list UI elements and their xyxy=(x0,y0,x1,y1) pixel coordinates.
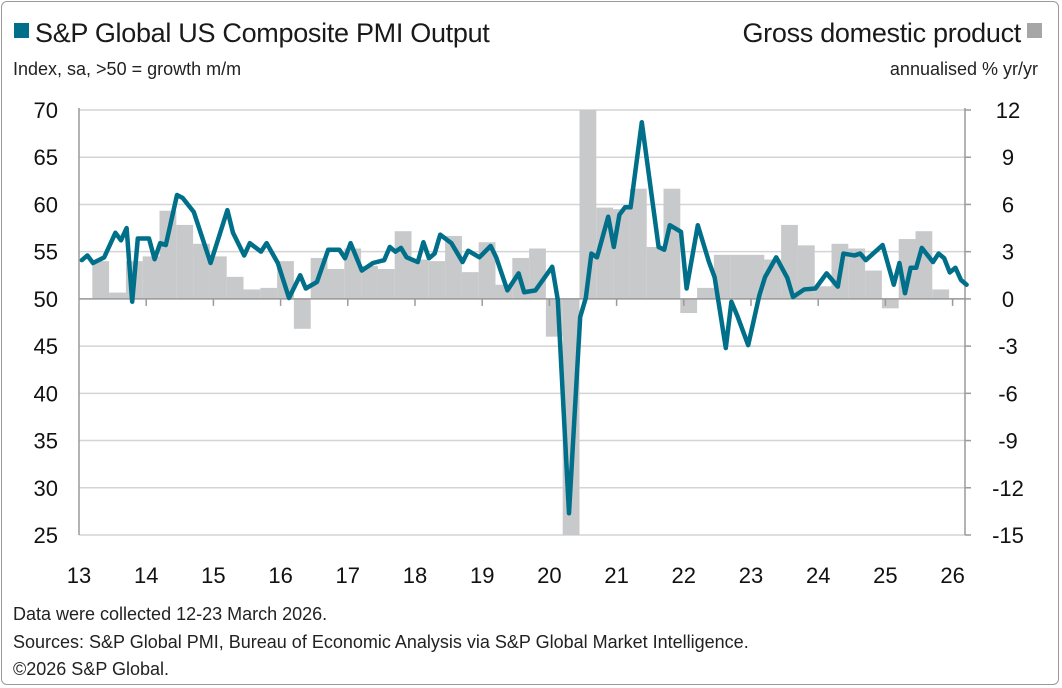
gdp-bar xyxy=(529,248,546,299)
pmi-swatch-icon xyxy=(14,23,29,39)
x-axis-tick-label: 23 xyxy=(739,563,763,588)
right-axis-unit: annualised % yr/yr xyxy=(889,59,1038,79)
gdp-bar xyxy=(109,292,126,299)
gdp-bar xyxy=(209,256,227,299)
gdp-bar xyxy=(629,188,647,299)
right-axis-tick-label: 6 xyxy=(1002,192,1014,217)
x-axis-tick-label: 14 xyxy=(134,563,158,588)
right-axis-tick-label: -15 xyxy=(992,523,1024,548)
gdp-bar xyxy=(881,298,899,309)
gdp-bar xyxy=(327,268,345,299)
gdp-bar xyxy=(663,188,681,299)
gdp-bar xyxy=(411,259,429,299)
left-axis-tick-label: 30 xyxy=(34,476,58,501)
gdp-bar xyxy=(865,270,882,299)
x-axis-tick-label: 19 xyxy=(470,563,494,588)
gdp-bar xyxy=(848,248,866,299)
gdp-bar xyxy=(142,256,160,299)
left-axis-tick-label: 65 xyxy=(34,145,58,170)
left-axis-tick-label: 60 xyxy=(34,192,58,217)
right-axis-tick-label: 0 xyxy=(1002,287,1014,312)
x-axis-tick-label: 16 xyxy=(268,563,292,588)
x-axis-tick-label: 20 xyxy=(537,563,561,588)
gdp-bar xyxy=(680,298,698,314)
left-axis-unit: Index, sa, >50 = growth m/m xyxy=(13,59,242,79)
gdp-bar xyxy=(226,276,244,299)
gdp-bar xyxy=(814,286,832,299)
gdp-bar xyxy=(730,254,748,299)
gdp-bar xyxy=(646,246,664,299)
gdp-bar xyxy=(159,210,177,299)
gdp-bar xyxy=(293,298,311,329)
left-axis-tick-label: 70 xyxy=(34,98,58,123)
gdp-bar xyxy=(781,224,798,299)
chart-plot: 70656055504540353025129630-3-6-9-12-1513… xyxy=(34,98,1024,588)
gdp-bar xyxy=(260,287,278,299)
gdp-bar xyxy=(176,224,194,299)
gdp-bar xyxy=(932,289,950,299)
gdp-bar xyxy=(394,231,412,299)
gdp-bar xyxy=(797,245,815,299)
left-axis-tick-label: 50 xyxy=(34,287,58,312)
gdp-bar xyxy=(613,209,630,299)
x-axis-tick-label: 17 xyxy=(336,563,360,588)
left-axis-tick-label: 25 xyxy=(34,523,58,548)
gdp-bar xyxy=(428,261,446,299)
gdp-bar xyxy=(461,272,479,299)
x-axis-tick-label: 21 xyxy=(604,563,628,588)
gdp-bar xyxy=(92,261,110,299)
gdp-swatch-icon xyxy=(1027,23,1042,39)
right-axis-tick-label: -12 xyxy=(992,476,1024,501)
x-axis-tick-label: 26 xyxy=(940,563,964,588)
footer-sources: Sources: S&P Global PMI, Bureau of Econo… xyxy=(13,632,749,652)
right-axis-tick-label: 9 xyxy=(1002,145,1014,170)
x-axis-tick-label: 13 xyxy=(67,563,91,588)
left-axis-tick-label: 35 xyxy=(34,429,58,454)
left-axis-tick-label: 40 xyxy=(34,381,58,406)
left-axis-tick-label: 55 xyxy=(34,240,58,265)
gdp-bar xyxy=(193,243,210,299)
x-axis-tick-label: 25 xyxy=(873,563,897,588)
pmi-line xyxy=(79,120,969,516)
x-axis-tick-label: 18 xyxy=(403,563,427,588)
right-axis-tick-label: -3 xyxy=(998,334,1018,359)
x-axis-tick-label: 24 xyxy=(806,563,830,588)
gdp-bar xyxy=(697,287,714,299)
footer-copyright: ©2026 S&P Global. xyxy=(13,659,170,679)
gdp-bar xyxy=(243,289,261,299)
gdp-bar xyxy=(377,268,395,299)
x-axis-tick-label: 22 xyxy=(672,563,696,588)
x-axis-tick-label: 15 xyxy=(201,563,225,588)
legend-pmi-label: S&P Global US Composite PMI Output xyxy=(35,18,490,48)
gdp-bar xyxy=(361,265,378,299)
legend-gdp-label: Gross domestic product xyxy=(742,18,1021,48)
left-axis-tick-label: 45 xyxy=(34,334,58,359)
legend-pmi: S&P Global US Composite PMI Output xyxy=(8,18,490,49)
right-axis-tick-label: -9 xyxy=(998,429,1018,454)
right-axis-tick-label: 12 xyxy=(996,98,1020,123)
legend-gdp: Gross domestic product xyxy=(742,18,1048,49)
footer-note: Data were collected 12-23 March 2026. xyxy=(13,604,328,624)
right-axis-tick-label: -6 xyxy=(998,381,1018,406)
right-axis-tick-label: 3 xyxy=(1002,240,1014,265)
